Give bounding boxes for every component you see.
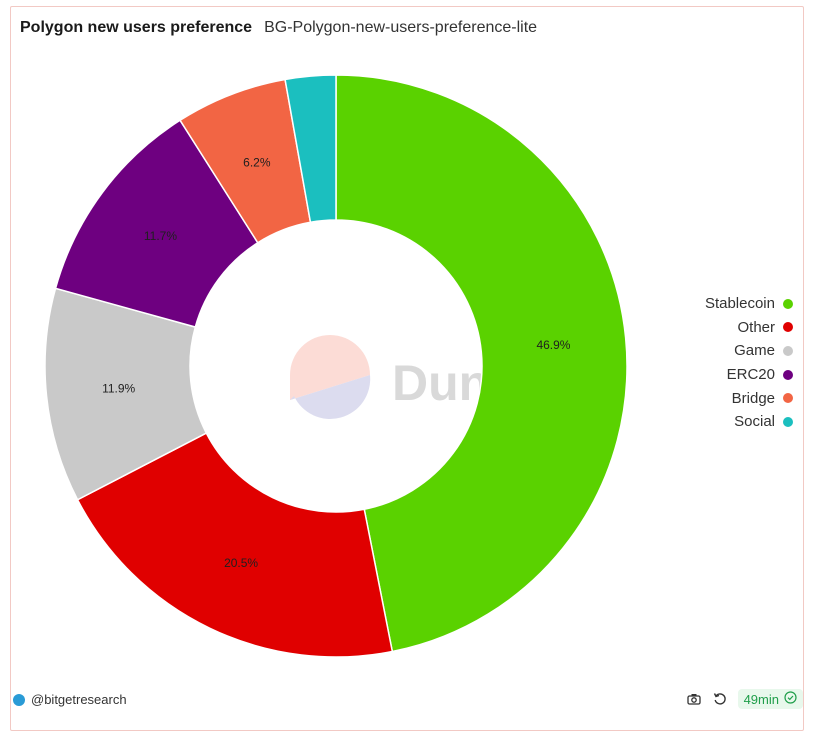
author-avatar [13, 693, 25, 706]
refresh-icon[interactable] [712, 691, 728, 707]
check-circle-icon [784, 691, 797, 707]
legend-dot [783, 298, 793, 309]
age-label: 49min [743, 691, 779, 707]
legend-item-bridge[interactable]: Bridge [705, 386, 793, 410]
slice-label-erc20: 11.7% [144, 229, 177, 243]
legend-item-erc20[interactable]: ERC20 [705, 363, 793, 387]
slice-label-bridge: 6.2% [243, 155, 271, 169]
legend-label: Stablecoin [704, 295, 775, 313]
legend-dot [783, 393, 793, 404]
slice-other[interactable] [76, 432, 394, 658]
slice-erc20[interactable] [54, 119, 259, 328]
author-name[interactable]: @bitgetresearch [31, 692, 127, 707]
legend-dot [783, 416, 793, 427]
legend-label: Social [734, 413, 775, 431]
chart-legend: Stablecoin Other Game ERC20 Bridge Social [705, 292, 793, 434]
legend-dot [783, 345, 793, 356]
chart-title: Polygon new users preference [20, 19, 253, 36]
slice-label-stablecoin: 46.9% [536, 338, 570, 352]
slice-label-other: 20.5% [224, 556, 258, 570]
author-info[interactable]: @bitgetresearch [13, 692, 127, 707]
chart-subtitle: BG-Polygon-new-users-preference-lite [264, 19, 538, 36]
legend-label: ERC20 [726, 366, 775, 384]
legend-label: Game [734, 342, 775, 360]
legend-dot [783, 322, 793, 333]
legend-item-other[interactable]: Other [705, 316, 793, 340]
watermark-logo-bottom [290, 375, 371, 419]
legend-label: Bridge [731, 389, 775, 407]
legend-label: Other [737, 318, 775, 336]
legend-item-stablecoin[interactable]: Stablecoin [705, 292, 793, 316]
slice-game[interactable] [44, 287, 208, 501]
watermark-logo-top [290, 335, 370, 400]
legend-item-social[interactable]: Social [705, 410, 793, 434]
legend-item-game[interactable]: Game [705, 339, 793, 363]
slice-stablecoin[interactable] [335, 74, 628, 653]
footer-actions: 49min [686, 689, 803, 709]
slice-label-game: 11.9% [102, 382, 135, 396]
camera-icon[interactable] [686, 691, 702, 707]
freshness-badge: 49min [737, 689, 803, 709]
slice-social[interactable] [284, 74, 337, 224]
chart-header: Polygon new users preference BG-Polygon-… [20, 19, 537, 37]
legend-dot [783, 369, 793, 380]
